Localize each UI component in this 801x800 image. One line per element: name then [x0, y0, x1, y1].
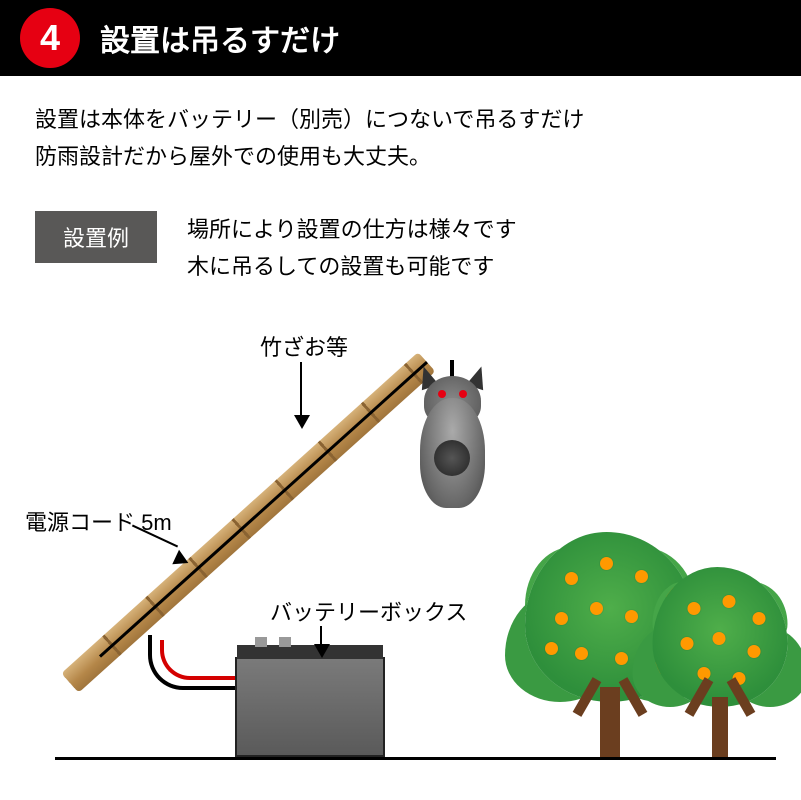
fruit-icon — [575, 647, 588, 660]
ground-line — [55, 757, 776, 760]
label-pole: 竹ざお等 — [260, 330, 348, 362]
section-title: 設置は吊るすだけ — [100, 16, 340, 60]
example-text-line2: 木に吊るしての設置も可能です — [187, 248, 517, 285]
example-row: 設置例 場所により設置の仕方は様々です 木に吊るしての設置も可能です — [0, 201, 801, 286]
fruit-icon — [600, 557, 613, 570]
arrow-pole — [300, 362, 302, 417]
battery-box — [235, 657, 385, 757]
fruit-icon — [545, 642, 558, 655]
fruit-tree-2 — [640, 527, 800, 757]
fruit-icon — [748, 645, 761, 658]
example-text: 場所により設置の仕方は様々です 木に吊るしての設置も可能です — [187, 211, 517, 286]
step-number-badge: 4 — [20, 8, 80, 68]
fruit-icon — [681, 637, 694, 650]
description-line1: 設置は本体をバッテリー（別売）につないで吊るすだけ — [35, 101, 766, 138]
label-battery: バッテリーボックス — [270, 595, 467, 627]
description-line2: 防雨設計だから屋外での使用も大丈夫。 — [35, 138, 766, 175]
example-text-line1: 場所により設置の仕方は様々です — [187, 211, 517, 248]
example-label: 設置例 — [35, 211, 157, 263]
arrow-battery — [320, 626, 322, 646]
owl-device — [410, 368, 495, 518]
fruit-icon — [590, 602, 603, 615]
fruit-icon — [615, 652, 628, 665]
fruit-icon — [713, 632, 726, 645]
arrowhead-battery — [314, 644, 330, 658]
fruit-icon — [688, 602, 701, 615]
description-text: 設置は本体をバッテリー（別売）につないで吊るすだけ 防雨設計だから屋外での使用も… — [0, 76, 801, 201]
fruit-icon — [565, 572, 578, 585]
fruit-icon — [723, 595, 736, 608]
arrowhead-pole — [294, 415, 310, 429]
fruit-icon — [555, 612, 568, 625]
fruit-icon — [625, 610, 638, 623]
fruit-icon — [753, 612, 766, 625]
section-header: 4 設置は吊るすだけ — [0, 0, 801, 76]
installation-diagram: 竹ざお等 電源コード 5m バッテリーボックス — [0, 300, 801, 800]
